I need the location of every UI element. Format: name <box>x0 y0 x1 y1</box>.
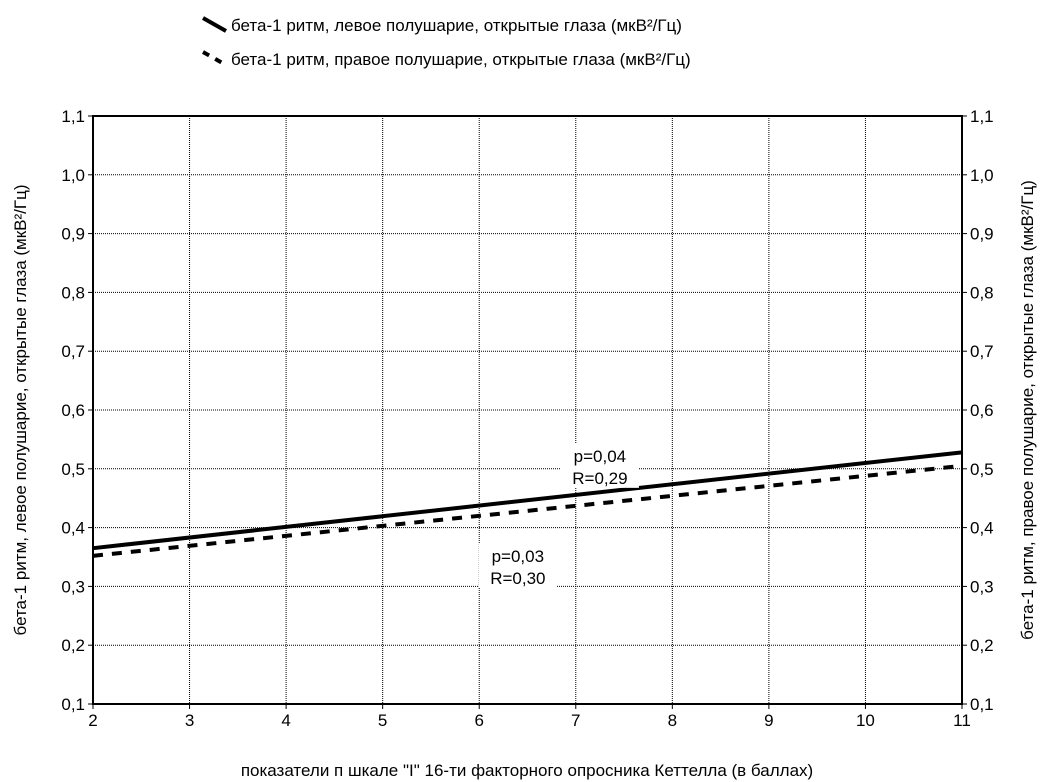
y-tick-label-left: 1,0 <box>61 166 85 185</box>
y-tick-label-left: 0,6 <box>61 401 85 420</box>
y-tick-label-left: 0,1 <box>61 695 85 714</box>
x-tick-label: 5 <box>378 711 387 730</box>
x-tick-label: 4 <box>281 711 290 730</box>
y-tick-label-right: 0,1 <box>970 695 994 714</box>
x-tick-label: 11 <box>953 711 971 730</box>
y-tick-label-left: 0,4 <box>61 519 85 538</box>
y-axis-label-right: бета-1 ритм, правое полушарие, открытые … <box>1018 180 1037 640</box>
y-tick-label-left: 0,8 <box>61 283 85 302</box>
x-axis-label: показатели п шкале "I" 16-ти факторного … <box>241 761 813 780</box>
legend-label-right-hemisphere: бета-1 ритм, правое полушарие, открытые … <box>231 50 691 69</box>
legend-item-right-hemisphere: бета-1 ритм, правое полушарие, открытые … <box>202 50 691 69</box>
x-tick-label: 9 <box>764 711 773 730</box>
y-tick-label-left: 0,9 <box>61 225 85 244</box>
x-tick-label: 8 <box>668 711 677 730</box>
y-tick-label-left: 0,3 <box>61 577 85 596</box>
y-tick-label-right: 0,7 <box>970 342 994 361</box>
annotation-text: R=0,29 <box>572 469 627 488</box>
annotation-text: R=0,30 <box>490 569 545 588</box>
annotation-background <box>560 443 639 488</box>
y-tick-label-left: 0,2 <box>61 636 85 655</box>
annotation-background <box>478 543 557 588</box>
y-tick-label-left: 1,1 <box>61 107 85 126</box>
legend: бета-1 ритм, левое полушарие, открытые г… <box>202 16 691 69</box>
y-tick-label-left: 0,7 <box>61 342 85 361</box>
y-tick-label-right: 0,2 <box>970 636 994 655</box>
y-tick-label-right: 0,4 <box>970 519 994 538</box>
ticks: 2 3 4 5 6 7 8 9 10 110,1 0,10,2 0,20,3 0,30,4 0,40,5 0… <box>61 107 993 730</box>
legend-swatch-solid <box>202 16 227 33</box>
legend-item-left-hemisphere: бета-1 ритм, левое полушарие, открытые г… <box>202 16 682 35</box>
series-line-right-hemisphere <box>92 463 963 558</box>
x-tick-label: 6 <box>474 711 483 730</box>
x-tick-label: 3 <box>185 711 194 730</box>
series <box>92 450 963 558</box>
legend-label-left-hemisphere: бета-1 ритм, левое полушарие, открытые г… <box>231 16 682 35</box>
y-tick-label-right: 0,6 <box>970 401 994 420</box>
y-tick-label-right: 1,1 <box>970 107 994 126</box>
annotation-text: p=0,03 <box>492 547 544 566</box>
grid <box>93 116 962 704</box>
y-tick-label-right: 1,0 <box>970 166 994 185</box>
x-tick-label: 10 <box>856 711 875 730</box>
y-tick-label-right: 0,5 <box>970 460 994 479</box>
y-axis-label-left: бета-1 ритм, левое полушарие, открытые г… <box>11 185 30 636</box>
y-tick-label-left: 0,5 <box>61 460 85 479</box>
x-tick-label: 2 <box>88 711 97 730</box>
legend-swatch-dashed <box>202 50 227 67</box>
series-line-left-hemisphere <box>92 450 963 551</box>
annotation-text: p=0,04 <box>574 447 626 466</box>
y-tick-label-right: 0,8 <box>970 283 994 302</box>
annotations: p=0,04 R=0,29 p=0,03 R=0,30 <box>478 443 639 588</box>
y-tick-label-right: 0,3 <box>970 577 994 596</box>
y-tick-label-right: 0,9 <box>970 225 994 244</box>
x-tick-label: 7 <box>571 711 580 730</box>
